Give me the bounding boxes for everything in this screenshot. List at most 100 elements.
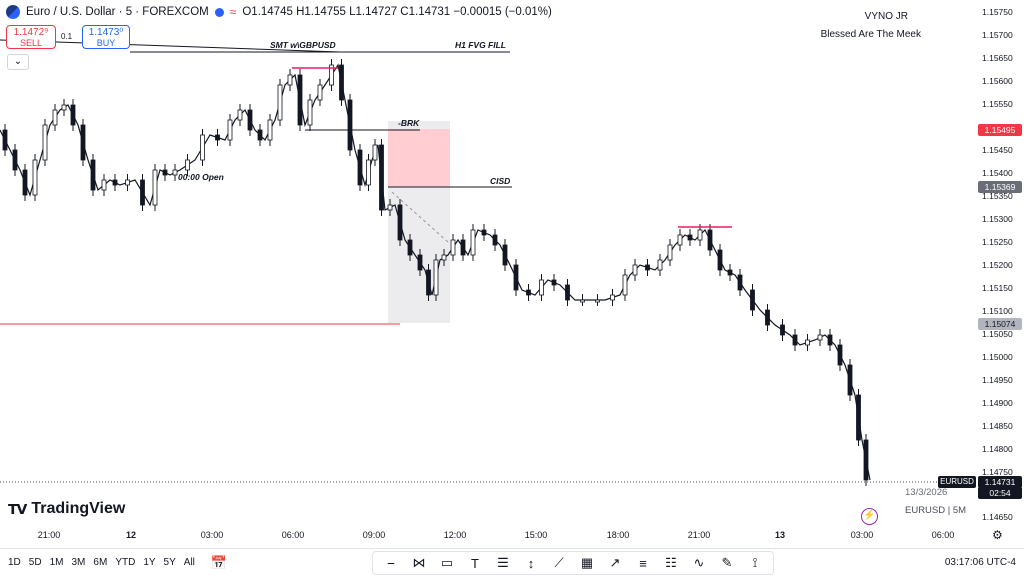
candle-body [632,264,638,276]
trend-line-icon[interactable]: ⟋ [554,555,564,570]
price-scale[interactable]: 1.15750 1.15700 1.15650 1.15600 1.15550 1.154… [978,0,1024,522]
path-icon[interactable]: ∿ [693,555,705,570]
price-tick: 1.15700 [982,30,1013,40]
candle-body [470,229,476,256]
candle-body [357,149,363,186]
candle-body [551,279,557,286]
candle-body [52,109,58,126]
time-scale[interactable]: 21:00 12 03:00 06:00 09:00 12:00 15:00 18:00 21:… [0,522,978,548]
candle-body [441,254,447,261]
node-icon[interactable]: ⋈ [412,555,426,570]
range-5y[interactable]: 5Y [163,557,176,568]
smt-label[interactable]: SMT w\GBPUSD [270,40,336,50]
text-icon[interactable]: T [471,555,479,571]
open-label[interactable]: 00:00 Open [178,172,224,182]
candle-body [847,364,853,396]
range-5d[interactable]: 5D [28,557,42,568]
candle-body [622,274,628,296]
candle-body [481,229,487,236]
menu-icon[interactable]: ☰ [497,555,509,570]
time-tick: 09:00 [362,530,386,540]
range-3m[interactable]: 3M [71,557,86,568]
price-tick: 1.14850 [982,421,1013,431]
time-tick: 21:00 [687,530,711,540]
tradingview-logo[interactable]: 𝗧𝗩 TradingView [8,500,125,518]
ray-icon[interactable]: ↗ [609,555,621,570]
candle-body [152,169,158,206]
range-1y[interactable]: 1Y [143,557,156,568]
rectangle-icon[interactable]: ▭ [440,555,454,570]
candle-body [347,99,353,151]
tradingview-wordmark: TradingView [31,500,126,517]
bolt-icon[interactable]: ⚡ [861,508,878,525]
clock[interactable]: 03:17:06 UTC-4 [944,557,1016,568]
candle-body [687,234,693,241]
range-ytd[interactable]: YTD [115,557,136,568]
candle-body [677,234,683,246]
candle-body [125,179,130,186]
calendar-icon[interactable]: 📅 [210,554,227,570]
candle-body [70,104,76,126]
candle-body [750,289,755,311]
candle-body [580,299,585,303]
price-tick: 1.14950 [982,375,1013,385]
sell-label: SELL [19,38,43,48]
candle-body [863,439,869,481]
candle-body [277,84,283,121]
watermark-tagline: Blessed Are The Meek [820,29,921,40]
candle-body [247,109,253,131]
candle-body [80,124,86,161]
chart-area[interactable]: Euro / U.S. Dollar · 5 · FOREXCOM ≈ O1.1… [0,0,978,525]
buy-button[interactable]: 1.1473⁰ BUY [82,25,130,49]
symbol-badge: EURUSD [938,476,976,488]
symbol-title[interactable]: Euro / U.S. Dollar · 5 · FOREXCOM [26,6,209,18]
range-1d[interactable]: 1D [8,557,21,568]
candle-body [407,239,413,256]
brk-label[interactable]: -BRK [398,118,420,128]
candle-body [237,109,243,121]
range-6m[interactable]: 6M [93,557,108,568]
candle-body [450,239,456,256]
time-tick: 06:00 [931,530,955,540]
price-tick: 1.15100 [982,306,1013,316]
horizontal-line-icon[interactable]: ⎯ [387,555,395,570]
candle-body [112,179,118,186]
chart-header: Euro / U.S. Dollar · 5 · FOREXCOM ≈ O1.1… [6,5,552,19]
fib-extension-icon[interactable]: ☷ [665,555,677,570]
candle-body [727,269,733,276]
ohlc-values: O1.14745 H1.14755 L1.14727 C1.14731 −0.0… [242,6,552,18]
fvg-label[interactable]: H1 FVG FILL [455,40,506,50]
candle-body [526,289,531,296]
vertical-line-icon[interactable]: ↕ [527,555,535,571]
price-tick: 1.15050 [982,329,1013,339]
range-all[interactable]: All [183,557,195,568]
measure-icon[interactable]: ⟟ [752,555,758,570]
cisd-label[interactable]: CISD [490,176,511,186]
gear-icon[interactable]: ⚙ [992,528,1003,542]
grid-icon[interactable]: ▦ [580,555,594,570]
range-1m[interactable]: 1M [49,557,64,568]
candle-body [317,84,323,101]
candle-body [372,144,378,161]
candle-body [2,129,8,151]
price-tick: 1.15400 [982,168,1013,178]
candle-body [61,104,67,111]
brush-icon[interactable]: ✎ [721,555,733,570]
fib-icon[interactable]: ≡ [639,555,647,571]
candlestick-chart[interactable] [0,0,978,522]
sell-button[interactable]: 1.1472⁹ SELL [6,25,56,49]
price-tick: 1.14800 [982,444,1013,454]
price-tick: 1.15000 [982,352,1013,362]
candle-body [90,159,96,191]
candle-body [101,179,107,191]
candle-body [792,334,798,346]
candle-body [502,244,508,266]
drawing-tools: ⎯ ⋈ ▭ T ☰ ↕ ⟋ ▦ ↗ ≡ ☷ ∿ ✎ ⟟ [372,551,774,575]
candle-body [433,259,439,296]
candle-body [565,284,570,301]
chevron-down-icon[interactable]: ⌄ [7,54,29,70]
candle-body [227,119,233,141]
chart-date: 13/3/2026 [905,487,948,498]
candle-body [697,229,703,241]
price-tick: 1.15300 [982,214,1013,224]
